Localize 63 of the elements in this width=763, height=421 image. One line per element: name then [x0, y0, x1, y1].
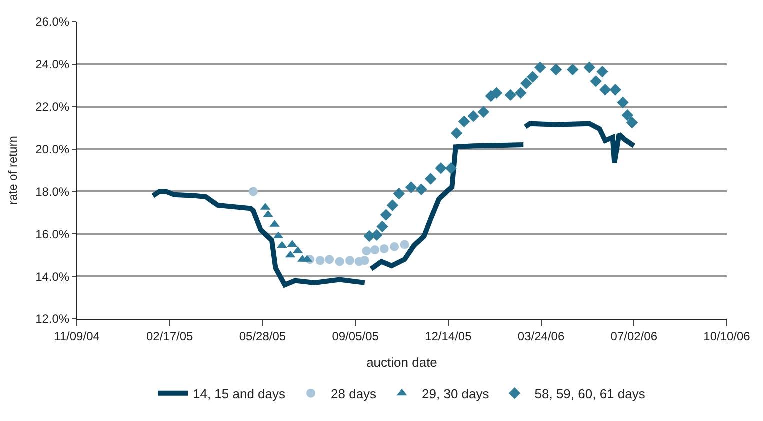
x-tick-label: 05/28/05: [239, 329, 286, 344]
y-tick-label: 24.0%: [36, 58, 70, 72]
point: [527, 71, 539, 84]
legend-label: 14, 15 and days: [193, 386, 286, 402]
y-tick-label: 26.0%: [36, 15, 70, 30]
y-tick-label: 18.0%: [36, 184, 70, 199]
point: [380, 244, 389, 254]
point: [370, 246, 380, 255]
point: [458, 116, 470, 128]
x-tick-label: 11/09/04: [54, 329, 100, 344]
point: [590, 76, 602, 88]
x-tick-label: 09/05/05: [332, 329, 380, 344]
x-tick-label: 03/24/06: [518, 329, 565, 344]
point: [600, 84, 612, 96]
x-axis-title: auction date: [366, 355, 438, 370]
legend-label: 28 days: [331, 386, 378, 402]
x-tick-label: 02/17/05: [146, 329, 194, 344]
point: [393, 188, 406, 200]
point: [335, 257, 344, 266]
point: [325, 255, 334, 264]
y-tick-label: 20.0%: [36, 142, 70, 156]
legend-label: 29, 30 days: [422, 386, 490, 402]
x-tick-label: 10/10/06: [704, 329, 751, 344]
y-axis-title: rate of return: [6, 136, 20, 205]
y-tick-label: 14.0%: [36, 270, 70, 284]
y-tick-label: 12.0%: [36, 312, 70, 326]
point: [515, 87, 527, 99]
point: [376, 220, 388, 233]
point: [450, 128, 463, 140]
point: [550, 64, 562, 76]
point: [584, 62, 596, 74]
point: [400, 240, 410, 250]
point: [380, 209, 392, 221]
point: [435, 162, 447, 174]
point: [567, 64, 579, 76]
point: [405, 182, 418, 194]
point: [248, 187, 258, 196]
point: [362, 246, 372, 256]
point: [596, 66, 608, 78]
point: [478, 106, 490, 118]
point: [390, 242, 400, 252]
y-tick-label: 22.0%: [36, 100, 70, 114]
point: [617, 96, 629, 108]
point: [490, 87, 503, 99]
point: [626, 116, 638, 129]
y-tick-label: 16.0%: [36, 227, 70, 242]
point: [610, 84, 622, 96]
point: [504, 89, 516, 102]
point: [386, 200, 399, 212]
point: [445, 162, 458, 174]
point: [416, 184, 428, 196]
point: [424, 173, 437, 185]
point: [316, 256, 325, 266]
point: [622, 109, 634, 122]
point: [277, 241, 288, 248]
point: [534, 62, 546, 74]
point: [371, 229, 383, 242]
point: [520, 78, 532, 90]
x-tick-label: 12/14/05: [425, 329, 472, 344]
legend-label: 58, 59, 60, 61 days: [534, 386, 646, 402]
point: [346, 256, 354, 266]
x-tick-label: 07/02/06: [610, 329, 658, 344]
point: [468, 110, 480, 122]
